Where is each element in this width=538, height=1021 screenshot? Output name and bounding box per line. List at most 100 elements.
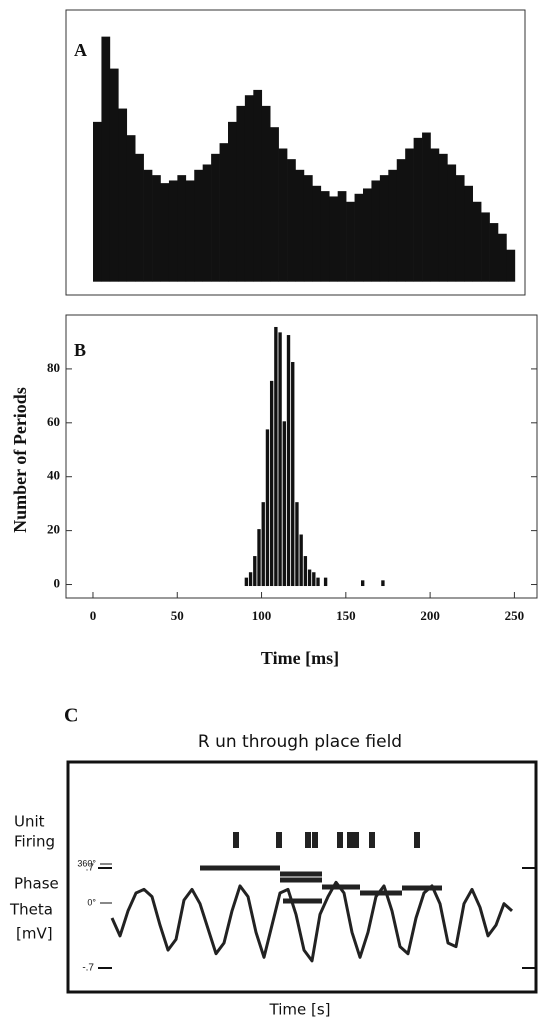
bar xyxy=(498,233,507,282)
bar xyxy=(160,183,170,282)
bar xyxy=(396,159,406,282)
bar xyxy=(185,180,195,282)
spike xyxy=(233,832,239,848)
bar xyxy=(257,529,261,587)
bar xyxy=(320,191,330,282)
spike xyxy=(312,832,318,848)
spike xyxy=(276,832,282,848)
x-tick-label: 50 xyxy=(171,608,184,623)
panel-label: A xyxy=(74,40,87,60)
y-axis-label: Number of Periods xyxy=(10,387,30,533)
y-tick-label: 60 xyxy=(47,414,60,429)
bar xyxy=(422,132,431,282)
bar xyxy=(413,137,423,282)
bar xyxy=(354,193,364,282)
bar xyxy=(126,135,136,282)
row-label: Phase xyxy=(14,875,59,893)
bar xyxy=(152,175,161,282)
bar xyxy=(295,169,305,282)
x-axis-label: Time [s] xyxy=(269,1001,331,1019)
bar xyxy=(481,212,490,282)
y-tick-label: 80 xyxy=(47,360,60,375)
bar xyxy=(101,36,111,282)
bar xyxy=(291,362,295,587)
bar xyxy=(371,180,381,282)
bar xyxy=(282,421,286,587)
y-tick-label: 20 xyxy=(47,522,60,537)
bar xyxy=(438,153,448,282)
bar xyxy=(472,201,482,282)
bar xyxy=(489,223,499,282)
bar xyxy=(177,175,187,282)
bar xyxy=(286,335,291,587)
y-tick-label: -.7 xyxy=(82,963,94,974)
x-axis-label: Time [ms] xyxy=(261,648,339,668)
y-tick-label: 40 xyxy=(47,468,60,483)
theta-trace xyxy=(110,880,514,963)
bar xyxy=(295,502,299,587)
chart-title: R un through place field xyxy=(198,732,402,752)
y-tick-label: 0 xyxy=(54,576,61,591)
bar xyxy=(236,105,246,282)
bar xyxy=(274,326,278,587)
bar xyxy=(194,169,203,282)
bar xyxy=(93,121,102,282)
bar xyxy=(253,89,263,282)
bar xyxy=(168,180,178,282)
bar xyxy=(363,188,372,282)
bar xyxy=(143,169,153,282)
spike xyxy=(337,832,343,848)
frame xyxy=(66,760,538,994)
bar xyxy=(109,68,119,282)
spike xyxy=(347,832,353,848)
bar xyxy=(287,159,296,282)
bar xyxy=(307,569,312,587)
bar xyxy=(278,332,282,587)
bar xyxy=(464,185,473,282)
bar xyxy=(261,502,265,587)
frame xyxy=(65,314,538,599)
y-tick-label: .7 xyxy=(86,863,95,874)
bar xyxy=(447,164,457,282)
bar xyxy=(248,572,253,587)
row-label: Theta xyxy=(9,901,53,919)
bar xyxy=(388,169,398,282)
bar xyxy=(329,196,338,282)
bar xyxy=(278,148,288,282)
spike xyxy=(353,832,359,848)
bar xyxy=(244,95,254,282)
bar xyxy=(312,185,322,282)
bar xyxy=(269,380,274,587)
bar xyxy=(265,429,270,587)
x-tick-label: 0 xyxy=(90,608,97,623)
bar xyxy=(202,164,212,282)
bar xyxy=(506,249,516,282)
bar xyxy=(379,175,389,282)
bar xyxy=(244,577,249,587)
spike xyxy=(414,832,420,848)
panel-label: C xyxy=(64,705,78,727)
x-tick-label: 100 xyxy=(252,608,272,623)
bar xyxy=(361,580,365,587)
frame xyxy=(65,9,526,296)
bar xyxy=(261,105,271,282)
bar xyxy=(337,191,347,282)
bar xyxy=(211,153,220,282)
row-label: Firing xyxy=(14,833,55,851)
phase-tick-label: 0° xyxy=(87,897,96,907)
bar xyxy=(228,121,237,282)
x-tick-label: 250 xyxy=(505,608,525,623)
bar xyxy=(270,127,279,282)
row-label: [mV] xyxy=(16,925,53,943)
bar xyxy=(253,556,257,587)
bar xyxy=(303,556,308,587)
bar xyxy=(303,175,313,282)
bar xyxy=(118,108,128,282)
bar xyxy=(323,577,328,587)
bar xyxy=(381,580,385,587)
row-label: Unit xyxy=(14,813,45,831)
panel-label: B xyxy=(74,340,86,360)
x-tick-label: 200 xyxy=(420,608,440,623)
x-tick-label: 150 xyxy=(336,608,356,623)
